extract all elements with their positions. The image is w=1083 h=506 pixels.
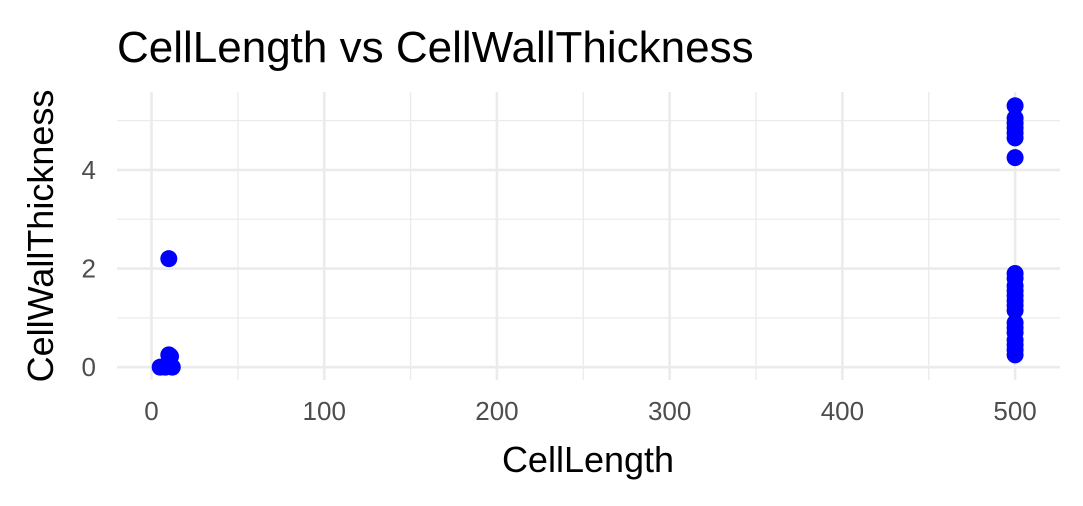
data-points	[151, 97, 1024, 376]
data-point	[1006, 149, 1024, 167]
minor-gridlines	[117, 92, 1060, 380]
major-gridlines	[117, 92, 1060, 380]
x-tick-label: 0	[144, 396, 158, 426]
data-point	[162, 347, 180, 365]
x-tick-label: 500	[993, 396, 1036, 426]
x-tick-label: 400	[821, 396, 864, 426]
x-axis-title: CellLength	[502, 439, 674, 480]
y-tick-label: 4	[82, 155, 96, 185]
x-tick-label: 100	[303, 396, 346, 426]
chart-title: CellLength vs CellWallThickness	[117, 23, 754, 72]
x-tick-label: 300	[648, 396, 691, 426]
y-axis-title: CellWallThickness	[20, 90, 61, 383]
y-tick-label: 2	[82, 254, 96, 284]
y-axis-tick-labels: 0 2 4	[82, 155, 96, 382]
data-point	[1006, 346, 1024, 364]
y-tick-label: 0	[82, 352, 96, 382]
x-axis-tick-labels: 0 100 200 300 400 500	[144, 396, 1036, 426]
data-point	[1006, 301, 1024, 319]
data-point	[1006, 129, 1024, 147]
x-tick-label: 200	[475, 396, 518, 426]
data-point	[160, 250, 178, 268]
plot-area	[117, 92, 1060, 380]
data-point	[1006, 97, 1024, 115]
